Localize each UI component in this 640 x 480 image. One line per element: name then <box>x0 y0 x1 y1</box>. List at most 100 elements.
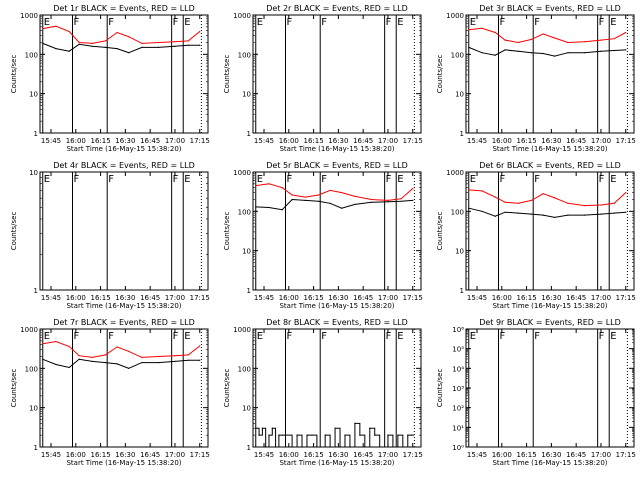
plot-frame <box>39 171 209 291</box>
x-tick-label: 17:15 <box>403 294 423 302</box>
y-tick-label: 1000 <box>233 326 251 334</box>
x-tick-label: 15:45 <box>41 137 61 145</box>
data-point-events <box>78 358 80 360</box>
data-point-events <box>255 206 257 208</box>
data-point-events <box>281 209 283 211</box>
y-tick-label: 1000 <box>20 326 38 334</box>
data-point-lld <box>341 191 343 194</box>
data-point-events <box>116 363 118 365</box>
flag-label: E <box>397 331 403 342</box>
x-tick-label: 16:00 <box>66 137 86 145</box>
data-point-events <box>341 207 343 209</box>
data-point-lld <box>104 40 107 42</box>
data-point-events <box>412 199 414 201</box>
plot-frame <box>465 171 635 291</box>
series-lld <box>42 25 201 44</box>
panel-det-5r: Det 5r BLACK = Events, RED = LLD 1 10 100 10… <box>223 161 423 310</box>
flag-label: E <box>610 331 616 342</box>
x-tick-label: 15:45 <box>467 137 487 145</box>
data-point-events <box>530 213 533 215</box>
flag-label: F <box>321 17 327 28</box>
data-point-events <box>141 361 143 364</box>
flag-label: F <box>321 174 327 185</box>
data-point-events <box>78 43 80 45</box>
x-tick-label: 16:45 <box>353 451 373 459</box>
flag-label: F <box>386 331 392 342</box>
data-point-lld <box>387 199 389 201</box>
y-tick-label: 1000 <box>233 169 251 177</box>
flag-label: E <box>257 17 263 28</box>
y-tick-label: 10⁵ <box>452 346 464 354</box>
y-tick-label: 100 <box>238 365 251 373</box>
panel-title: Det 6r BLACK = Events, RED = LLD <box>479 161 621 170</box>
flag-label: E <box>257 174 263 185</box>
data-point-events <box>542 52 544 55</box>
flag-label: F <box>286 331 292 342</box>
panel-title: Det 2r BLACK = Events, RED = LLD <box>266 4 408 13</box>
flag-label: E <box>184 17 190 28</box>
data-point-events <box>407 434 409 436</box>
data-point-lld <box>494 196 496 198</box>
panel-title: Det 4r BLACK = Events, RED = LLD <box>53 161 195 170</box>
data-point-events <box>274 446 277 448</box>
x-tick-label: 15:45 <box>41 294 61 302</box>
x-tick-label: 15:45 <box>254 451 274 459</box>
panel-det-4r: Det 4r BLACK = Events, RED = LLD 1 10 15:45… <box>10 161 210 310</box>
data-point-events <box>157 46 160 49</box>
x-tick-label: 15:45 <box>467 294 487 302</box>
x-tick-label: 16:30 <box>115 451 135 459</box>
y-tick-label: 10⁴ <box>452 365 464 373</box>
data-point-lld <box>625 191 627 194</box>
data-point-lld <box>141 42 143 44</box>
x-tick-label: 16:15 <box>516 137 536 145</box>
data-point-lld <box>78 355 80 357</box>
data-point-lld <box>255 185 257 187</box>
x-axis-label: Start Time (16-May-15 15:38:20) <box>66 145 181 153</box>
data-point-events <box>329 202 331 204</box>
data-point-lld <box>128 350 130 352</box>
x-tick-label: 16:00 <box>492 137 512 145</box>
data-point-lld <box>104 354 107 356</box>
data-point-events <box>402 446 404 448</box>
y-tick-label: 10³ <box>452 385 464 393</box>
data-point-events <box>517 50 519 52</box>
data-point-lld <box>268 183 270 185</box>
flag-label: F <box>534 17 540 28</box>
data-point-lld <box>481 27 483 29</box>
x-tick-label: 17:00 <box>591 294 611 302</box>
x-tick-label: 16:45 <box>566 294 586 302</box>
data-point-events <box>174 45 176 47</box>
data-point-events <box>369 427 371 429</box>
y-axis-label: Counts/sec <box>436 55 444 94</box>
data-point-events <box>354 203 356 206</box>
data-point-events <box>91 360 93 363</box>
panel-det-8r: Det 8r BLACK = Events, RED = LLD 1 10 100 10… <box>223 318 423 467</box>
x-tick-label: 15:45 <box>254 294 274 302</box>
series-lld <box>42 340 201 358</box>
data-point-lld <box>128 36 130 38</box>
y-tick-label: 1000 <box>20 12 38 20</box>
flag-label: E <box>470 331 476 342</box>
data-point-events <box>55 47 57 50</box>
flag-label: F <box>286 17 292 28</box>
data-point-events <box>157 361 160 364</box>
data-point-events <box>583 214 586 216</box>
data-point-lld <box>157 41 160 44</box>
flag-label: E <box>470 17 476 28</box>
x-tick-label: 17:15 <box>616 137 636 145</box>
series-events <box>468 46 626 57</box>
data-point-events <box>128 367 130 369</box>
data-point-lld <box>304 196 306 198</box>
data-point-events <box>583 52 586 54</box>
x-tick-label: 17:00 <box>165 294 185 302</box>
data-point-lld <box>281 187 283 189</box>
data-point-events <box>199 44 201 46</box>
data-point-lld <box>400 198 402 200</box>
data-point-events <box>625 49 627 51</box>
series-events <box>42 42 200 54</box>
x-tick-label: 17:00 <box>378 294 398 302</box>
x-tick-label: 17:00 <box>378 137 398 145</box>
data-point-events <box>334 427 336 429</box>
flag-label: F <box>173 331 179 342</box>
data-point-lld <box>613 202 615 204</box>
